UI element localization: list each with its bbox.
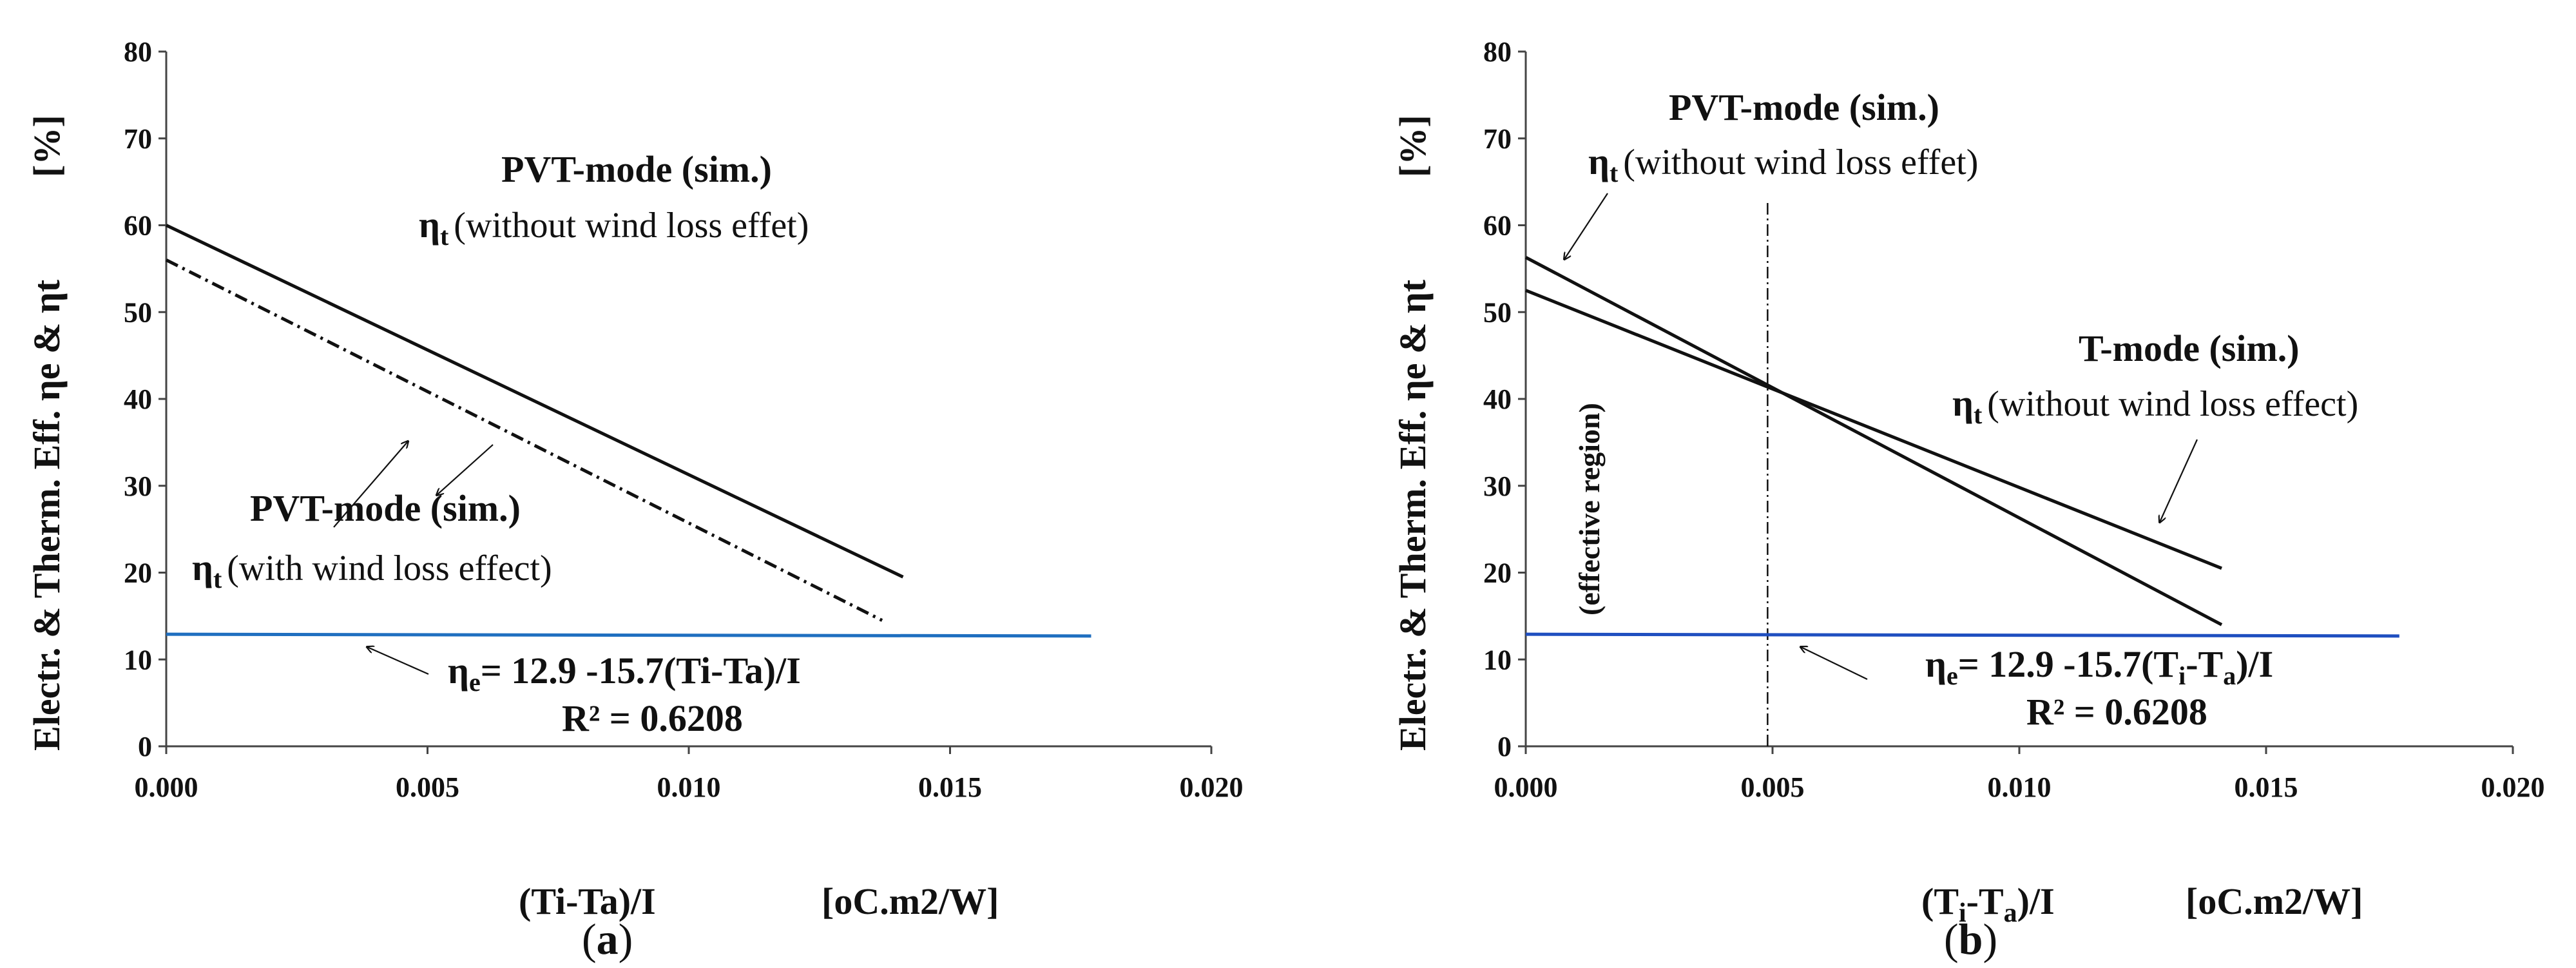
- axes-a: [159, 50, 1213, 754]
- y-axis-label-a: Electr. & Therm. Eff. ηe & ηt: [26, 279, 68, 751]
- caption-b: (b): [1944, 915, 1997, 963]
- y-tick-label: 80: [124, 36, 152, 68]
- y-tick-label: 30: [124, 470, 152, 502]
- annotation-equation-b: ηe= 12.9 -15.7(Ti-Ta)/I: [1925, 643, 2273, 690]
- caption-a: (a): [582, 915, 633, 963]
- x-tick-label: 0.015: [2235, 771, 2298, 803]
- series-line-1: [1524, 256, 2223, 626]
- x-tick-label: 0.010: [657, 771, 721, 803]
- series-line-2: [165, 258, 883, 622]
- x-tick-label: 0.005: [1741, 771, 1805, 803]
- y-tick-label: 0: [138, 731, 152, 762]
- y-tick-label: 20: [1483, 557, 1512, 589]
- x-axis-label-b: (Ti-Ta)/I: [1921, 880, 2055, 928]
- x-tick-label: 0.015: [918, 771, 982, 803]
- chart-panel-a: 0.000 0.005 0.010 0.015 0.020 0 10 20 30 40 50 60 7…: [26, 36, 1244, 963]
- arrow-eq-a: [367, 647, 429, 675]
- annotation-equation-a: ηe= 12.9 -15.7(Ti-Ta)/I: [448, 650, 801, 697]
- y-tick-label: 10: [124, 644, 152, 675]
- series-line-3: [1525, 632, 2399, 638]
- x-tick-label: 0.000: [1494, 771, 1558, 803]
- arrow-tmode-b: [2160, 439, 2198, 522]
- y-tick-labels-b: 0 10 20 30 40 50 60 70 80: [1483, 36, 1512, 762]
- y-tick-label: 0: [1497, 731, 1512, 762]
- y-tick-label: 60: [1483, 210, 1512, 242]
- annotation-lower-text-a: ηt (with wind loss effect): [192, 547, 552, 594]
- annotation-r2-a: R² = 0.6208: [562, 697, 743, 739]
- y-tick-label: 70: [124, 123, 152, 155]
- y-tick-label: 50: [124, 296, 152, 328]
- chart-panel-b: 0.000 0.005 0.010 0.015 0.020 0 10 20 30 40 50 60 7…: [1392, 36, 2545, 963]
- y-axis-unit-a: [%]: [26, 115, 68, 177]
- arrow-lower-a: [333, 441, 408, 528]
- arrow-upper-b: [1564, 193, 1608, 259]
- y-tick-label: 30: [1483, 470, 1512, 502]
- y-tick-labels-a: 0 10 20 30 40 50 60 70 80: [124, 36, 152, 762]
- annotation-upper-text-a: ηt (without wind loss effet): [419, 204, 809, 251]
- x-tick-label: 0.005: [396, 771, 459, 803]
- series-line-3: [166, 632, 1091, 638]
- x-tick-label: 0.000: [135, 771, 198, 803]
- annotation-upper-title-a: PVT-mode (sim.): [501, 148, 772, 190]
- x-tick-label: 0.020: [2481, 771, 2545, 803]
- x-tick-label: 0.020: [1180, 771, 1244, 803]
- annotation-r2-b: R² = 0.6208: [2026, 691, 2207, 733]
- annotation-tmode-text-b: ηt (without wind loss effect): [1952, 382, 2358, 429]
- x-tick-label: 0.010: [1988, 771, 2052, 803]
- x-axis-unit-a: [oC.m2/W]: [822, 880, 999, 922]
- y-tick-label: 20: [124, 557, 152, 589]
- y-tick-label: 80: [1483, 36, 1512, 68]
- series-line-2: [1525, 289, 2222, 570]
- annotation-tmode-title-b: T-mode (sim.): [2079, 327, 2300, 369]
- series-b: [1524, 203, 2399, 746]
- x-tick-labels-a: 0.000 0.005 0.010 0.015 0.020: [135, 771, 1244, 803]
- arrow-eq-b: [1801, 647, 1868, 680]
- annotation-lower-title-a: PVT-mode (sim.): [250, 487, 521, 529]
- series-a: [165, 224, 1091, 638]
- x-axis-unit-b: [oC.m2/W]: [2186, 880, 2363, 922]
- axes-b: [1518, 50, 2514, 754]
- y-tick-label: 60: [124, 210, 152, 242]
- y-axis-label-b: Electr. & Therm. Eff. ηe & ηt: [1392, 279, 1434, 751]
- annotation-upper-text-b: ηt (without wind loss effet): [1588, 140, 1978, 188]
- y-tick-label: 40: [124, 383, 152, 415]
- effective-region-label: (effective region): [1573, 403, 1606, 615]
- y-tick-label: 50: [1483, 296, 1512, 328]
- y-tick-label: 70: [1483, 123, 1512, 155]
- x-axis-label-a: (Ti-Ta)/I: [519, 880, 656, 922]
- arrow-upper-a: [437, 444, 494, 495]
- y-tick-label: 40: [1483, 383, 1512, 415]
- y-axis-unit-b: [%]: [1392, 115, 1434, 177]
- series-line-1: [165, 224, 904, 579]
- annotation-upper-title-b: PVT-mode (sim.): [1669, 86, 1939, 128]
- x-tick-labels-b: 0.000 0.005 0.010 0.015 0.020: [1494, 771, 2545, 803]
- y-tick-label: 10: [1483, 644, 1512, 675]
